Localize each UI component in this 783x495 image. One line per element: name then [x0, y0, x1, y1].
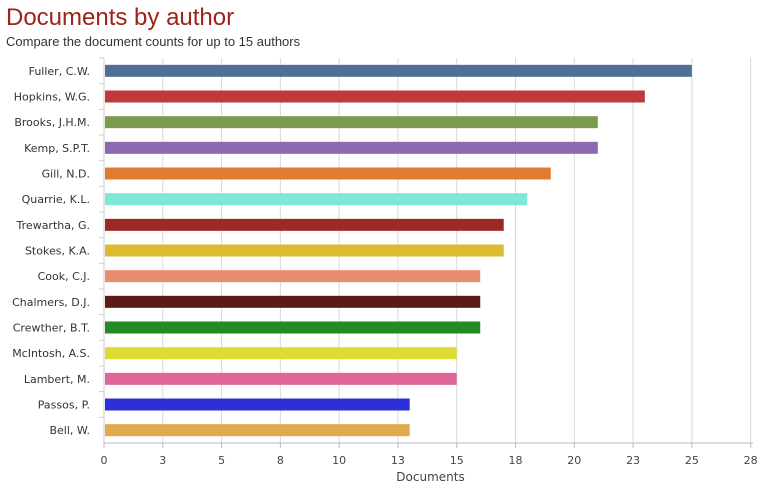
- bar: [105, 167, 551, 180]
- x-tick-label: 13: [391, 454, 405, 467]
- category-label: Cook, C.J.: [38, 270, 90, 283]
- category-label: Quarrie, K.L.: [22, 193, 90, 206]
- x-tick-label: 8: [277, 454, 284, 467]
- category-label: Stokes, K.A.: [25, 245, 90, 258]
- category-label: Kemp, S.P.T.: [24, 142, 90, 155]
- category-label: Brooks, J.H.M.: [14, 116, 90, 129]
- x-tick-label: 5: [218, 454, 225, 467]
- category-label: Trewartha, G.: [16, 219, 90, 232]
- bar: [105, 321, 481, 334]
- category-label: Bell, W.: [49, 424, 90, 437]
- category-label: Hopkins, W.G.: [14, 91, 90, 104]
- x-tick-label: 25: [685, 454, 699, 467]
- category-label: McIntosh, A.S.: [12, 347, 90, 360]
- bar: [105, 116, 598, 129]
- bar: [105, 244, 504, 257]
- bar: [105, 193, 528, 206]
- category-label: Lambert, M.: [24, 373, 90, 386]
- bar: [105, 90, 645, 103]
- category-label: Passos, P.: [38, 399, 90, 412]
- bar: [105, 372, 457, 385]
- x-tick-label: 0: [101, 454, 108, 467]
- category-label: Chalmers, D.J.: [12, 296, 90, 309]
- bar: [105, 218, 504, 231]
- chart-subtitle: Compare the document counts for up to 15…: [6, 34, 301, 49]
- x-tick-label: 23: [626, 454, 640, 467]
- x-tick-label: 28: [744, 454, 758, 467]
- bar: [105, 64, 692, 77]
- x-tick-label: 18: [509, 454, 523, 467]
- bar: [105, 141, 598, 154]
- bar: [105, 347, 457, 360]
- x-tick-label: 10: [332, 454, 346, 467]
- bar: [105, 424, 410, 437]
- x-axis-title: Documents: [396, 470, 464, 484]
- category-label: Gill, N.D.: [42, 168, 90, 181]
- category-label: Crewther, B.T.: [13, 322, 90, 335]
- x-tick-label: 20: [567, 454, 581, 467]
- bar: [105, 295, 481, 308]
- x-tick-label: 3: [159, 454, 166, 467]
- bar: [105, 270, 481, 283]
- bar: [105, 398, 410, 411]
- category-label: Fuller, C.W.: [29, 65, 90, 78]
- x-tick-label: 15: [450, 454, 464, 467]
- chart-title: Documents by author: [6, 4, 235, 31]
